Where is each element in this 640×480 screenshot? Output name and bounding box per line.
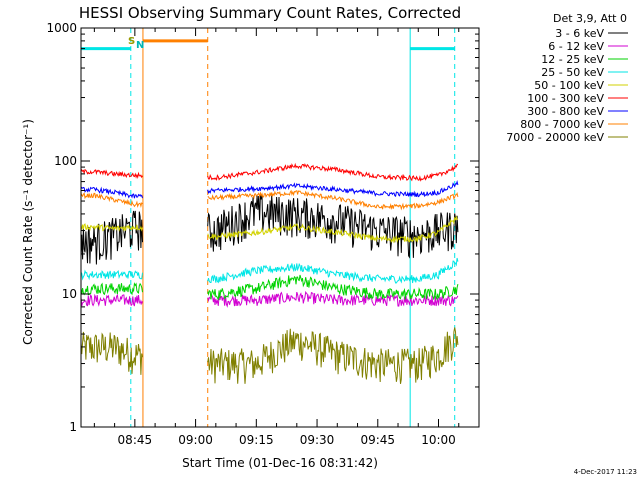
series-line-4 xyxy=(80,223,143,232)
series-line-1 xyxy=(80,293,143,307)
series-line-1 xyxy=(207,290,459,308)
series-line-0 xyxy=(80,210,143,265)
legend-label: 7000 - 20000 keV xyxy=(506,131,604,144)
flag-label-n: N xyxy=(136,40,144,51)
timestamp: 4-Dec-2017 11:23 xyxy=(574,468,637,476)
series-line-8 xyxy=(80,331,143,375)
legend-label: 6 - 12 keV xyxy=(548,40,604,53)
y-tick-label: 100 xyxy=(54,154,77,168)
series-line-7 xyxy=(80,192,143,209)
x-tick-label: 09:30 xyxy=(300,433,335,447)
y-tick-label: 1 xyxy=(69,420,77,434)
x-tick-label: 09:45 xyxy=(360,433,395,447)
series-line-5 xyxy=(207,162,459,182)
x-tick-label: 08:45 xyxy=(118,433,153,447)
series-line-2 xyxy=(80,282,143,296)
legend-label: 3 - 6 keV xyxy=(555,27,604,40)
chart-title: HESSI Observing Summary Count Rates, Cor… xyxy=(79,4,461,22)
y-tick-label: 1000 xyxy=(46,21,77,35)
legend-label: 100 - 300 keV xyxy=(527,92,604,105)
x-axis-label: Start Time (01-Dec-16 08:31:42) xyxy=(182,456,378,470)
x-tick-label: 09:15 xyxy=(239,433,274,447)
legend-label: 25 - 50 keV xyxy=(541,66,604,79)
series-group xyxy=(80,162,459,384)
legend-label: 50 - 100 keV xyxy=(534,79,604,92)
legend-label: 12 - 25 keV xyxy=(541,53,604,66)
series-line-4 xyxy=(207,215,459,244)
series-line-2 xyxy=(207,274,459,301)
data-gap-overlays xyxy=(81,28,456,427)
plot-frame xyxy=(80,27,480,428)
y-axis-label: Corrected Count Rate (s⁻¹ detector⁻¹) xyxy=(21,119,35,345)
flag-label-s: S xyxy=(128,36,135,47)
series-line-3 xyxy=(207,257,459,284)
x-tick-label: 09:00 xyxy=(178,433,213,447)
axes: 1 10 100 1000 08:45 09:00 09:15 09:30 09:45 10:00 xyxy=(46,21,480,447)
series-line-3 xyxy=(80,269,143,281)
series-line-7 xyxy=(207,189,459,211)
series-line-5 xyxy=(80,168,143,180)
series-line-6 xyxy=(207,180,459,198)
x-tick-label: 10:00 xyxy=(421,433,456,447)
series-line-6 xyxy=(80,186,143,199)
series-line-8 xyxy=(207,327,459,384)
y-tick-label: 10 xyxy=(62,287,77,301)
legend-label: 300 - 800 keV xyxy=(527,105,604,118)
legend-header: Det 3,9, Att 0 xyxy=(553,12,627,25)
legend-label: 800 - 7000 keV xyxy=(520,118,604,131)
